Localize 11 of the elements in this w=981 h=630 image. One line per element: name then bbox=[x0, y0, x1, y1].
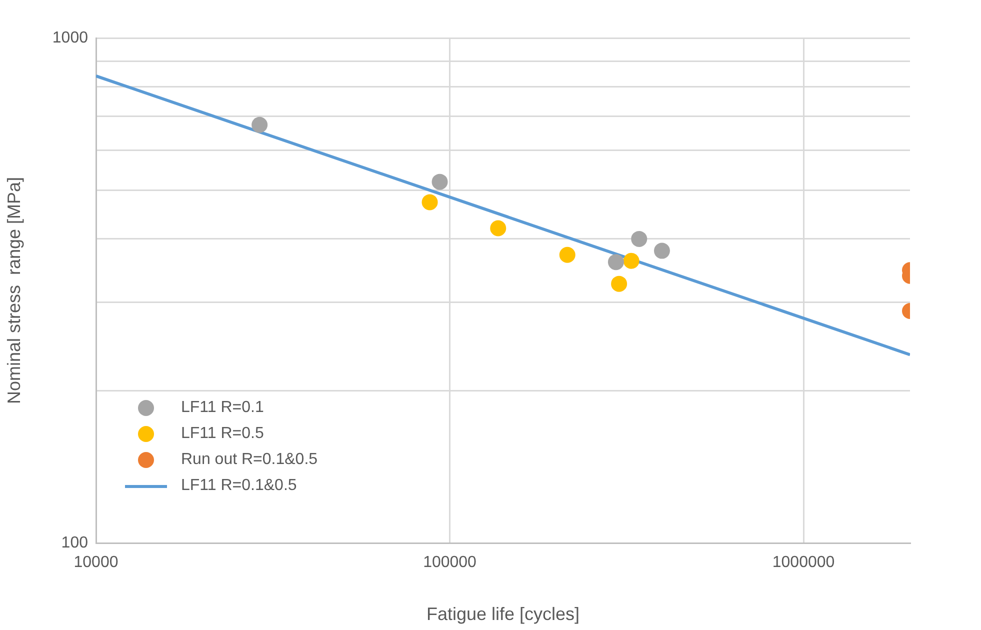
legend-label: LF11 R=0.1 bbox=[181, 399, 264, 417]
y-tick-label: 1000 bbox=[52, 29, 88, 46]
legend-label: Run out R=0.1&0.5 bbox=[181, 451, 318, 469]
x-tick-label: 1000000 bbox=[772, 554, 835, 572]
x-axis-title: Fatigue life [cycles] bbox=[426, 604, 580, 624]
legend-label: LF11 R=0.1&0.5 bbox=[181, 477, 297, 495]
y-axis-title: Nominal stress range [MPa] bbox=[4, 176, 24, 404]
y-tick-label: 100 bbox=[61, 534, 88, 552]
legend-label: LF11 R=0.5 bbox=[181, 425, 264, 443]
x-tick-label: 100000 bbox=[423, 554, 477, 572]
x-tick-label: 10000 bbox=[74, 554, 118, 572]
